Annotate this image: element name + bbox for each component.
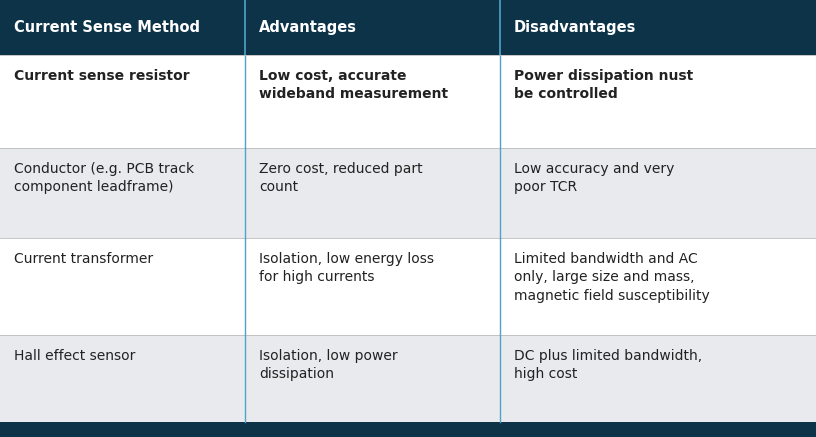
Text: Hall effect sensor: Hall effect sensor [14,349,135,363]
Bar [0,238,816,335]
Text: Conductor (e.g. PCB track
component leadframe): Conductor (e.g. PCB track component lead… [14,162,194,194]
Bar [0,55,816,148]
Text: Current sense resistor: Current sense resistor [14,69,189,83]
Bar [0,0,816,55]
Text: Low cost, accurate
wideband measurement: Low cost, accurate wideband measurement [259,69,448,101]
Text: Current transformer: Current transformer [14,252,153,266]
Text: Advantages: Advantages [259,20,357,35]
Text: Isolation, low energy loss
for high currents: Isolation, low energy loss for high curr… [259,252,434,284]
Text: Limited bandwidth and AC
only, large size and mass,
magnetic field susceptibilit: Limited bandwidth and AC only, large siz… [514,252,710,303]
Text: DC plus limited bandwidth,
high cost: DC plus limited bandwidth, high cost [514,349,702,382]
Text: Power dissipation nust
be controlled: Power dissipation nust be controlled [514,69,694,101]
Bar [0,335,816,422]
Bar [0,415,816,437]
Text: Disadvantages: Disadvantages [514,20,636,35]
Text: Zero cost, reduced part
count: Zero cost, reduced part count [259,162,423,194]
Text: Isolation, low power
dissipation: Isolation, low power dissipation [259,349,397,382]
Bar [0,148,816,238]
Text: Current Sense Method: Current Sense Method [14,20,200,35]
Text: Low accuracy and very
poor TCR: Low accuracy and very poor TCR [514,162,674,194]
